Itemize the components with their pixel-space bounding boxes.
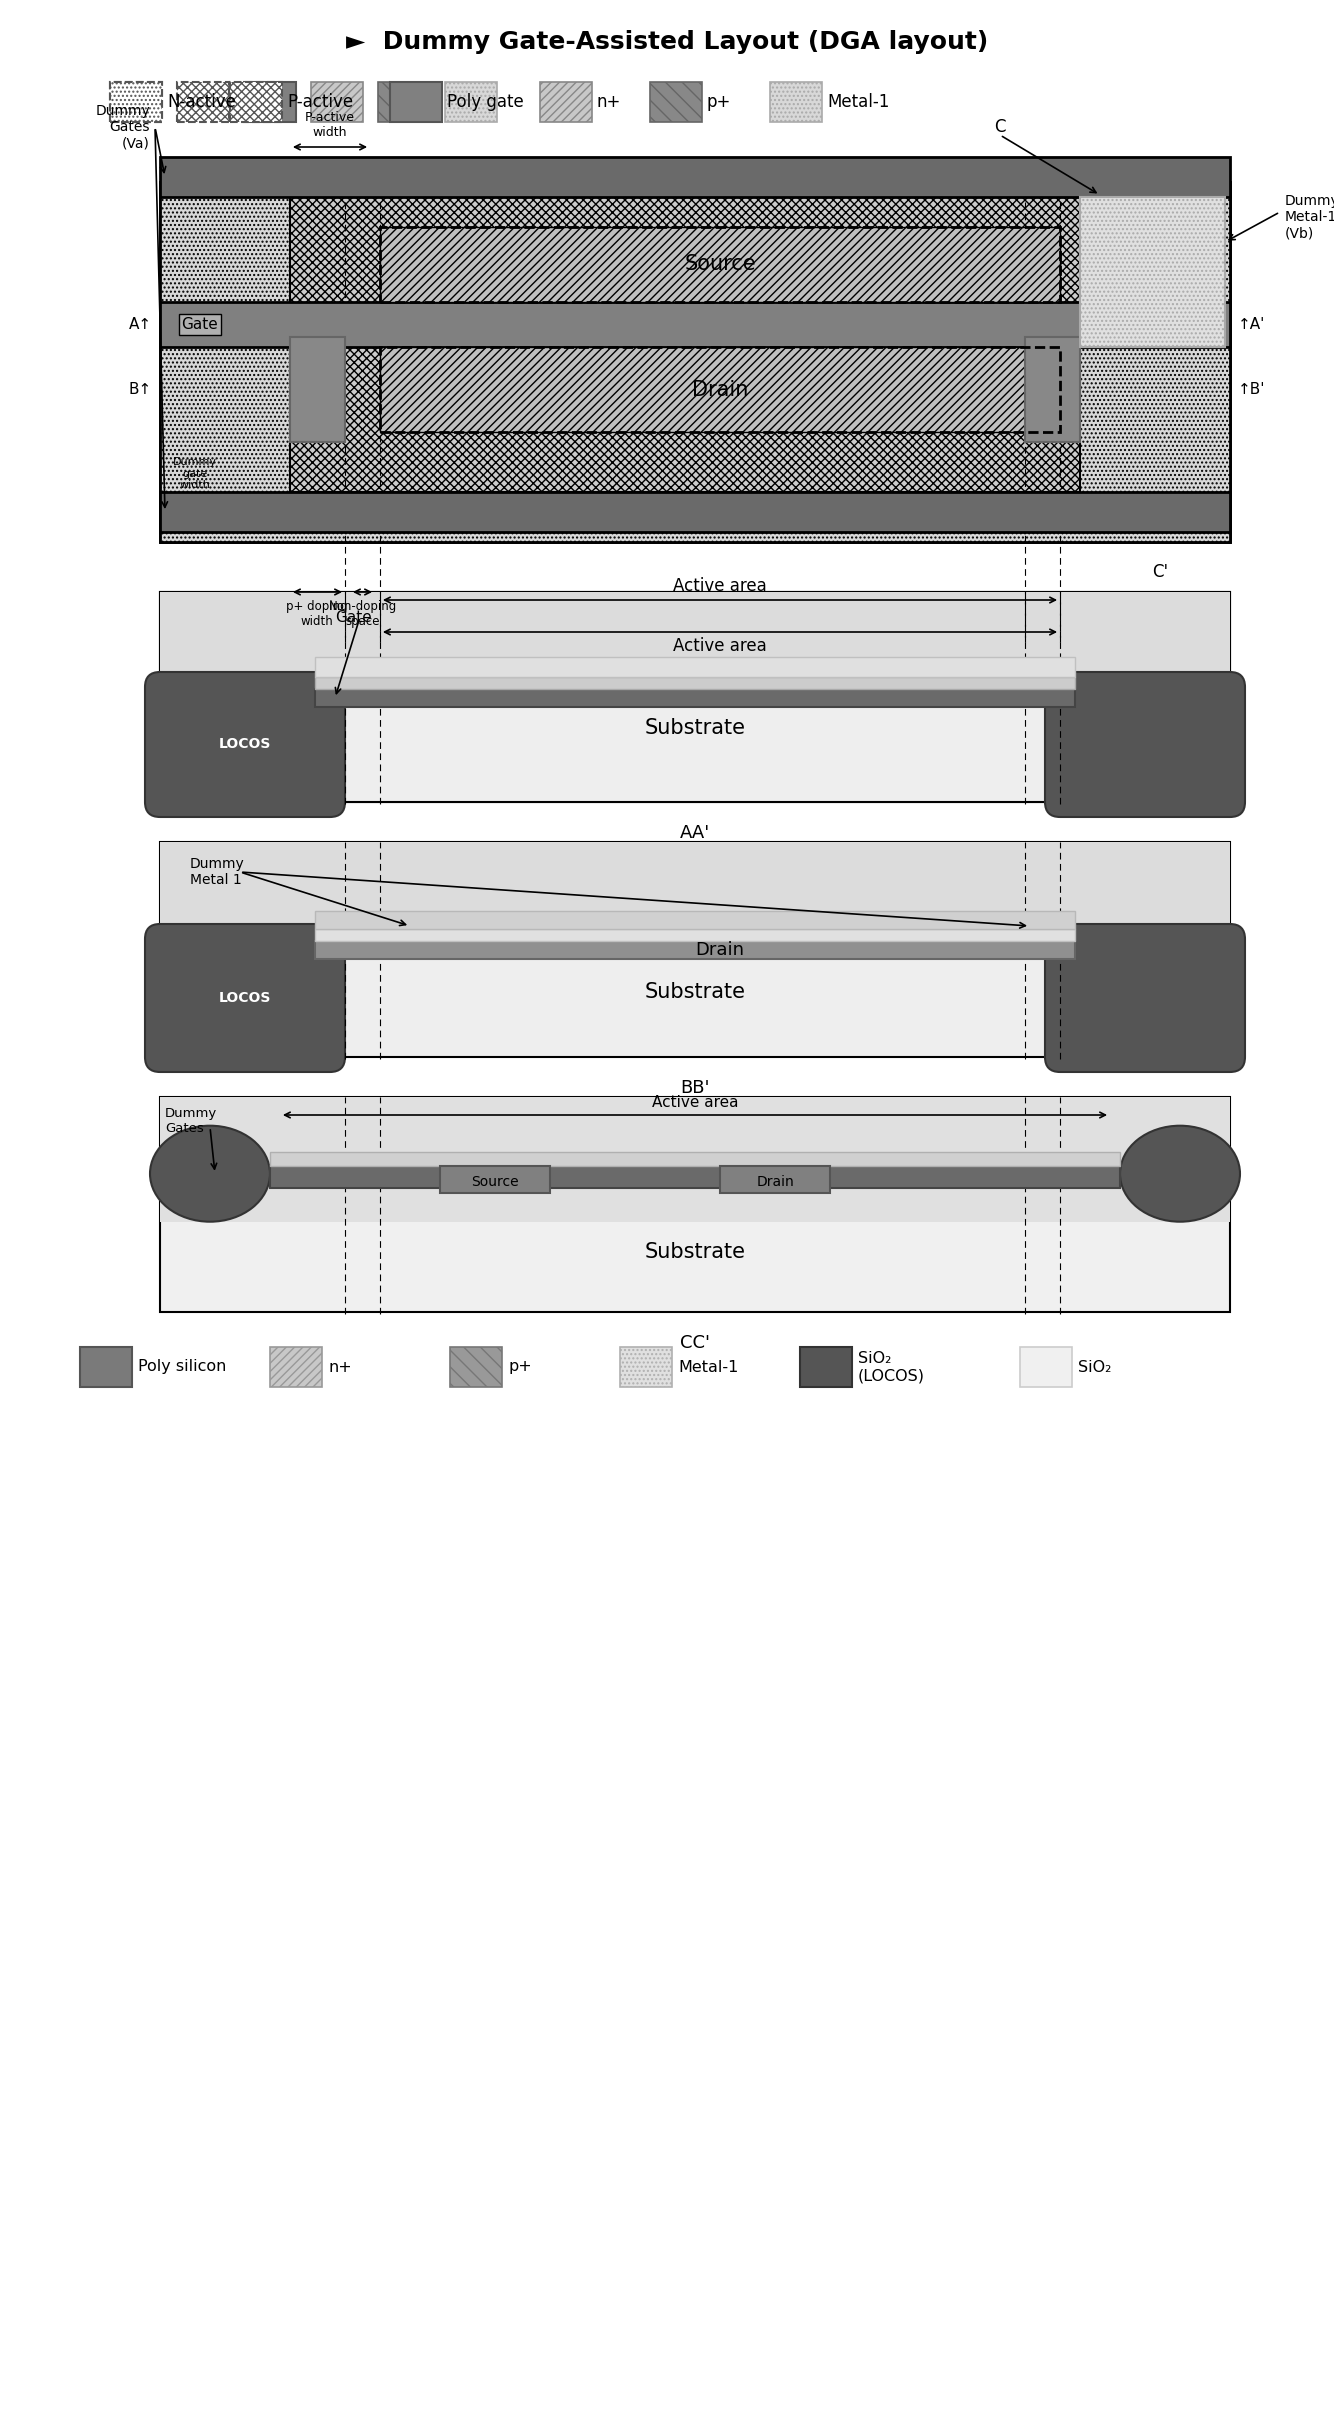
- Bar: [380, 227, 1061, 302]
- Text: LOCOS: LOCOS: [219, 991, 271, 1006]
- Bar: [80, 1346, 132, 1387]
- Bar: [160, 492, 1230, 533]
- Bar: [1025, 338, 1081, 441]
- Bar: [315, 929, 1075, 941]
- Text: Active area: Active area: [674, 576, 767, 596]
- Text: SiO₂
(LOCOS): SiO₂ (LOCOS): [858, 1351, 924, 1382]
- Bar: [446, 82, 498, 123]
- Text: ►  Dummy Gate-Assisted Layout (DGA layout): ► Dummy Gate-Assisted Layout (DGA layout…: [346, 29, 988, 53]
- Bar: [160, 157, 1230, 198]
- Text: Dummy
Metal 1: Dummy Metal 1: [189, 856, 244, 888]
- Text: BB': BB': [680, 1078, 710, 1097]
- FancyBboxPatch shape: [1045, 673, 1245, 818]
- Text: P-active
width: P-active width: [305, 111, 355, 140]
- Bar: [269, 1165, 1121, 1189]
- Text: Metal-1: Metal-1: [678, 1360, 739, 1375]
- Bar: [269, 1346, 321, 1387]
- Text: Dummy
Gates
(Va): Dummy Gates (Va): [95, 104, 149, 150]
- Text: Poly silicon: Poly silicon: [137, 1360, 227, 1375]
- Bar: [380, 347, 1061, 432]
- Bar: [800, 1346, 852, 1387]
- Bar: [244, 82, 296, 123]
- Bar: [160, 591, 1230, 692]
- Bar: [380, 227, 1061, 302]
- Text: Source: Source: [684, 256, 756, 275]
- Text: P-active: P-active: [287, 94, 354, 111]
- Text: Drain: Drain: [756, 1175, 794, 1189]
- Text: p+ doping
width: p+ doping width: [287, 601, 348, 627]
- Bar: [160, 842, 1230, 950]
- Text: A↑: A↑: [129, 316, 152, 333]
- FancyBboxPatch shape: [145, 673, 346, 818]
- Text: Poly gate: Poly gate: [447, 94, 524, 111]
- Bar: [315, 912, 1075, 929]
- Text: C: C: [994, 118, 1006, 135]
- Text: Drain: Drain: [695, 941, 744, 960]
- Text: Dummy
Gates: Dummy Gates: [165, 1107, 217, 1136]
- Text: CC': CC': [680, 1334, 710, 1353]
- Bar: [440, 1165, 550, 1194]
- Bar: [160, 591, 1230, 803]
- Text: p+: p+: [707, 94, 731, 111]
- Bar: [380, 347, 1061, 432]
- Text: Non-doping
space: Non-doping space: [328, 601, 396, 627]
- Text: Active area: Active area: [652, 1095, 738, 1110]
- Text: Substrate: Substrate: [644, 719, 746, 738]
- Bar: [315, 678, 1075, 690]
- Text: Substrate: Substrate: [644, 1242, 746, 1261]
- Text: N-active: N-active: [167, 94, 236, 111]
- Text: LOCOS: LOCOS: [219, 738, 271, 753]
- Text: Drain: Drain: [692, 379, 748, 400]
- Text: SiO₂: SiO₂: [1078, 1360, 1111, 1375]
- Text: Gate: Gate: [335, 610, 372, 625]
- Bar: [229, 82, 281, 123]
- Bar: [109, 82, 161, 123]
- Bar: [1081, 198, 1225, 347]
- Bar: [311, 82, 363, 123]
- Text: Active area: Active area: [674, 637, 767, 656]
- Bar: [269, 1153, 1121, 1165]
- Ellipse shape: [149, 1126, 269, 1223]
- Text: Dummy
gate
width: Dummy gate width: [173, 456, 217, 490]
- Bar: [160, 181, 1230, 543]
- Text: Gate: Gate: [181, 316, 219, 333]
- FancyBboxPatch shape: [1045, 924, 1245, 1071]
- Bar: [378, 82, 430, 123]
- Text: n+: n+: [328, 1360, 352, 1375]
- Bar: [1021, 1346, 1073, 1387]
- Text: p+: p+: [508, 1360, 532, 1375]
- Bar: [109, 82, 161, 123]
- Bar: [315, 656, 1075, 678]
- Bar: [289, 198, 1081, 492]
- Bar: [770, 82, 822, 123]
- Text: AA': AA': [680, 825, 710, 842]
- Bar: [620, 1346, 672, 1387]
- Bar: [160, 591, 1230, 803]
- Text: n+: n+: [598, 94, 622, 111]
- Bar: [177, 82, 229, 123]
- Bar: [160, 302, 1230, 347]
- Bar: [160, 842, 1230, 1056]
- Bar: [289, 338, 346, 441]
- Bar: [160, 1097, 1230, 1223]
- Bar: [315, 690, 1075, 707]
- Bar: [315, 941, 1075, 960]
- FancyBboxPatch shape: [145, 924, 346, 1071]
- Ellipse shape: [1121, 1126, 1241, 1223]
- Text: C': C': [1153, 562, 1169, 581]
- Text: Source: Source: [471, 1175, 519, 1189]
- Text: Substrate: Substrate: [644, 982, 746, 1003]
- Bar: [390, 82, 442, 123]
- Bar: [720, 1165, 830, 1194]
- Text: Metal-1: Metal-1: [827, 94, 890, 111]
- Bar: [540, 82, 592, 123]
- Bar: [650, 82, 702, 123]
- Bar: [160, 181, 1230, 543]
- Text: ↑B': ↑B': [1238, 381, 1266, 398]
- Bar: [450, 1346, 502, 1387]
- Text: B↑: B↑: [129, 381, 152, 398]
- Bar: [160, 1097, 1230, 1312]
- Text: ↑A': ↑A': [1238, 316, 1266, 333]
- Text: Dummy
Metal-1
(Vb): Dummy Metal-1 (Vb): [1285, 193, 1334, 241]
